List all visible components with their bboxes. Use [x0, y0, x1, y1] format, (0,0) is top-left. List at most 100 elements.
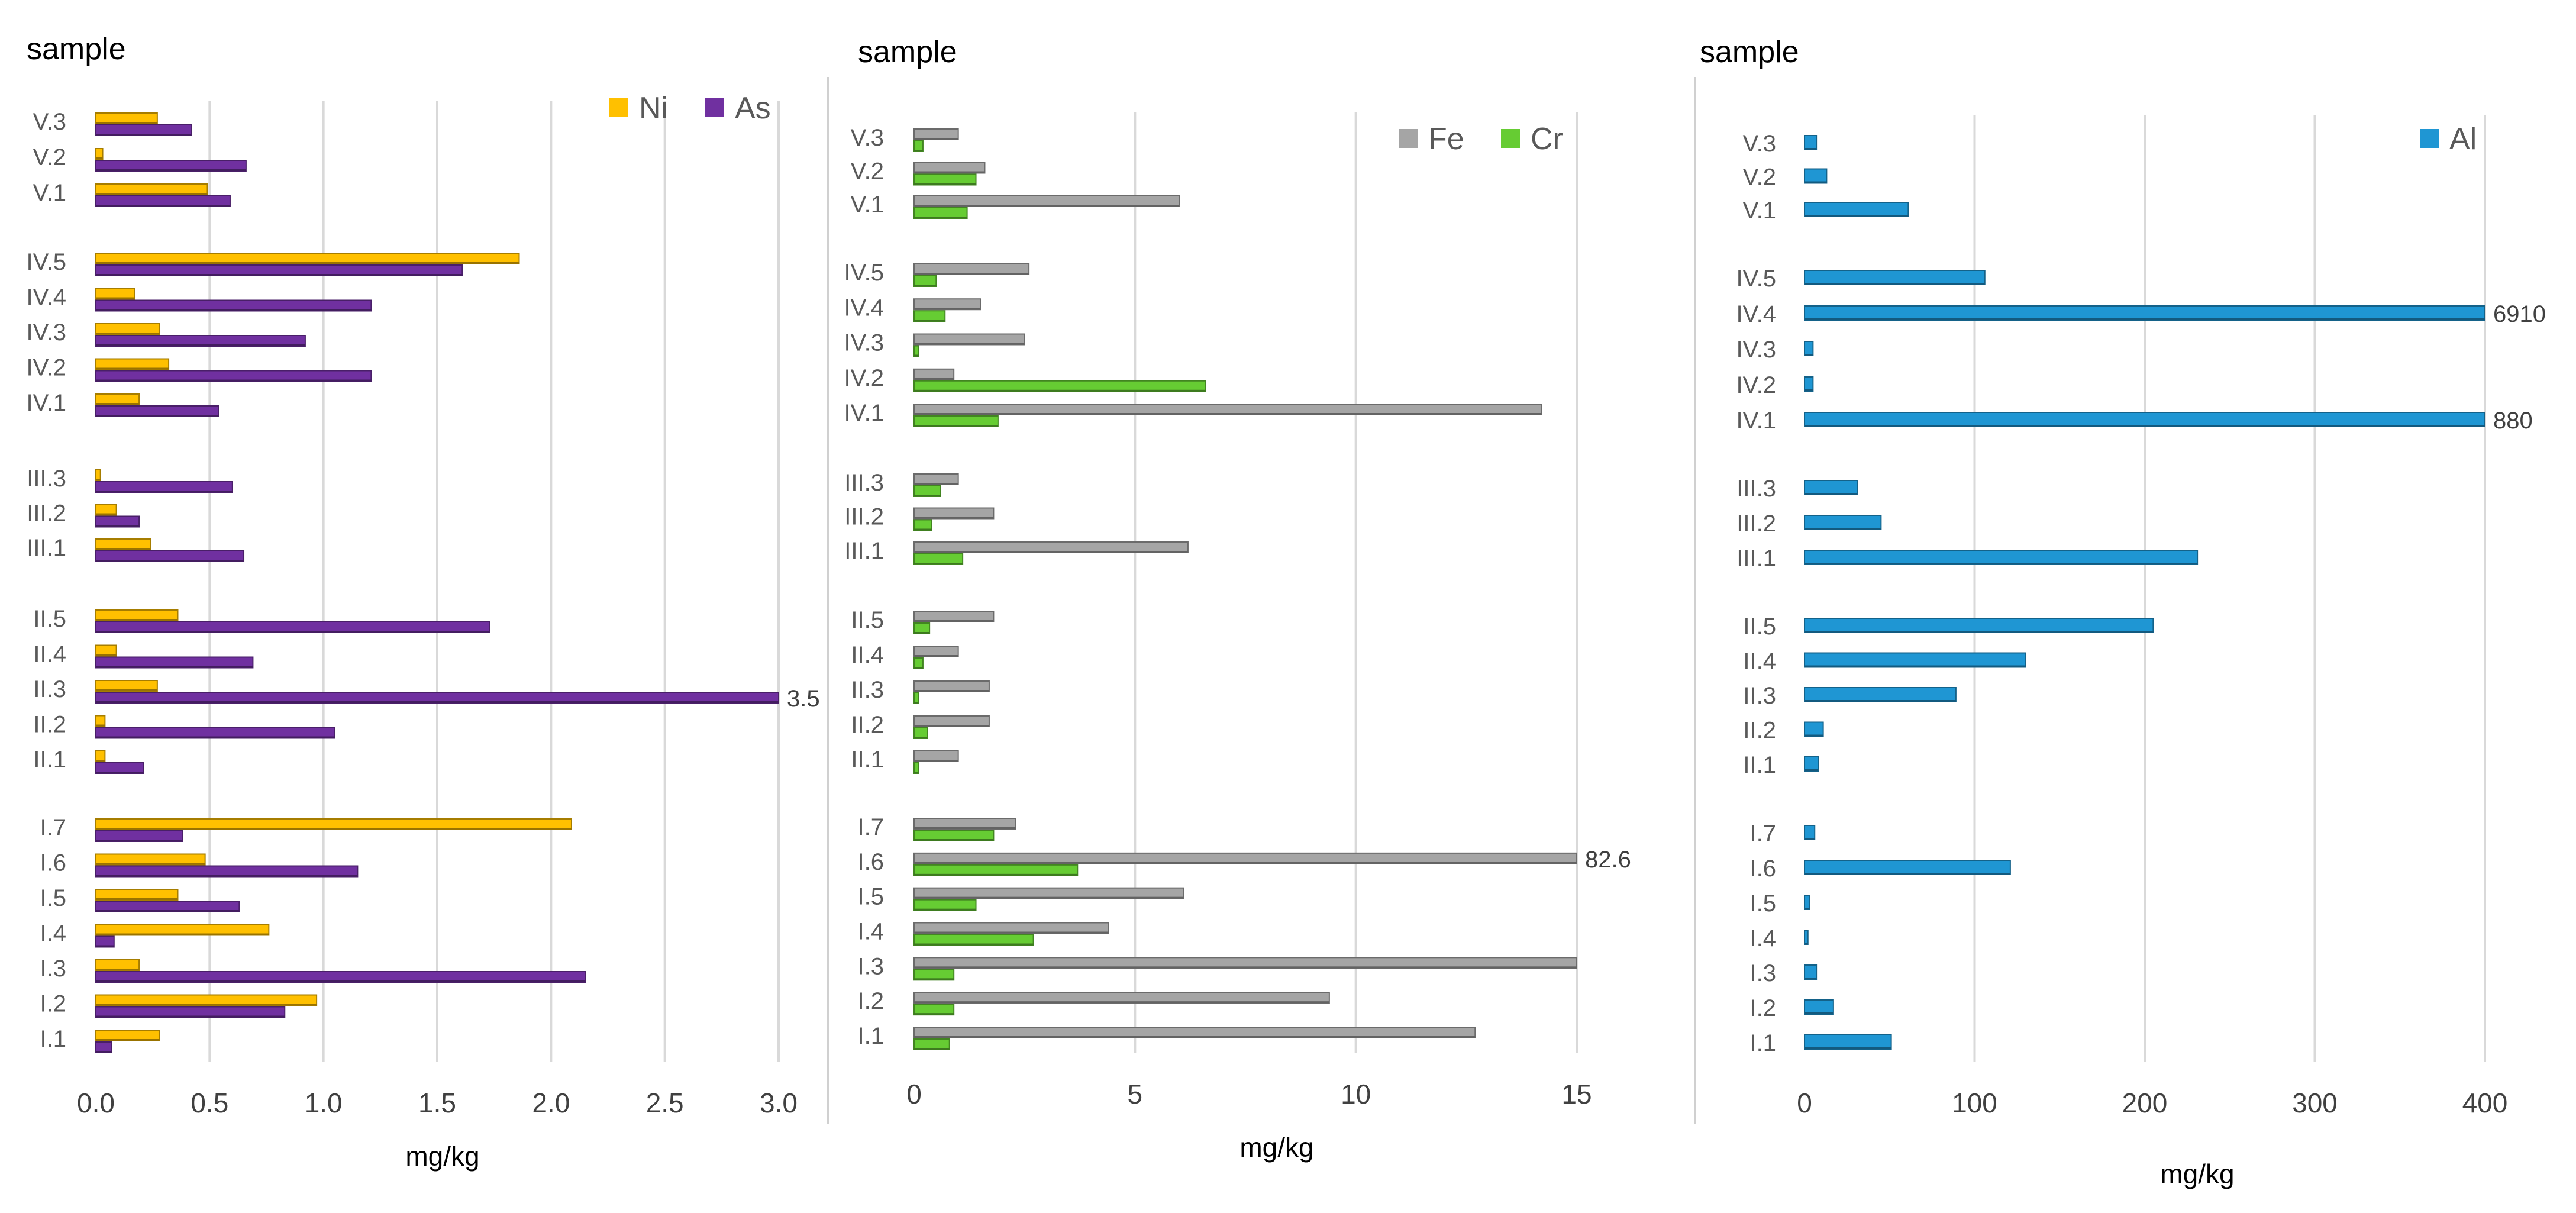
- bar-shadow-ni-v-1: [96, 193, 208, 195]
- bar-shadow-al-ii-3: [1805, 700, 1956, 702]
- category-label: III.1: [844, 538, 884, 564]
- category-label: II.3: [851, 677, 884, 703]
- bar-al-iii-1: [1804, 550, 2199, 565]
- bar-shadow-fe-i-4: [914, 931, 1109, 934]
- bar-shadow-as-v-3: [96, 134, 192, 136]
- category-label: II.1: [33, 747, 66, 773]
- bar-shadow-cr-iii-2: [914, 528, 932, 531]
- bar-shadow-fe-iii-2: [914, 517, 994, 519]
- category-label: IV.1: [844, 400, 884, 426]
- category-label: V.1: [1743, 198, 1776, 224]
- bar-shadow-fe-ii-5: [914, 620, 994, 622]
- category-label: IV.3: [844, 330, 884, 356]
- bar-shadow-ni-iii-3: [96, 479, 101, 480]
- x-tick-label: 0: [1797, 1088, 1812, 1118]
- bar-shadow-fe-i-2: [914, 1001, 1329, 1004]
- category-label: IV.2: [844, 365, 884, 391]
- x-tick-label: 5: [1128, 1079, 1143, 1109]
- bar-shadow-as-ii-2: [96, 736, 335, 738]
- bar-shadow-fe-v-3: [914, 138, 958, 140]
- bar-al-i-1: [1804, 1034, 1892, 1050]
- data-label-iv-1: 880: [2493, 408, 2533, 434]
- bar-al-i-4: [1804, 930, 1809, 945]
- bar-shadow-cr-iii-3: [914, 495, 941, 496]
- category-label: I.4: [1750, 925, 1776, 951]
- category-label: III.3: [1736, 476, 1776, 502]
- category-label: V.3: [1743, 131, 1776, 157]
- bar-shadow-cr-v-2: [914, 183, 976, 185]
- bar-shadow-cr-iii-1: [914, 563, 963, 564]
- bar-shadow-al-ii-4: [1805, 665, 2026, 667]
- category-label: IV.5: [844, 260, 884, 286]
- x-tick-label: 2.5: [646, 1088, 684, 1118]
- chart-panel-ni-as: 0.0 0.5 1.0 1.5 2.0 2.5 3.0 sample mg/kg V.3 V.2 V.…: [27, 32, 820, 1172]
- bar-shadow-fe-iv-2: [914, 378, 954, 380]
- category-label: II.4: [1743, 649, 1776, 675]
- x-tick-label: 15: [1561, 1079, 1592, 1109]
- category-label: I.2: [40, 991, 66, 1017]
- bar-shadow-al-ii-5: [1805, 631, 2154, 633]
- bar-shadow-al-i-5: [1805, 908, 1810, 909]
- bar-al-ii-1: [1804, 756, 1819, 772]
- bar-shadow-al-i-3: [1805, 978, 1817, 979]
- bar-shadow-al-i-6: [1805, 873, 2010, 875]
- x-tick-label: 1.0: [305, 1088, 343, 1118]
- bar-shadow-cr-i-7: [914, 839, 994, 841]
- category-label: III.3: [27, 466, 66, 492]
- bar-shadow-ni-i-6: [96, 863, 205, 865]
- bar-shadow-cr-iv-5: [914, 285, 937, 286]
- bar-al-v-1: [1804, 202, 1909, 217]
- bar-al-ii-3: [1804, 687, 1957, 702]
- data-label-iv-4: 6910: [2493, 301, 2546, 327]
- bar-shadow-as-iv-5: [96, 274, 463, 276]
- category-label: II.2: [1743, 718, 1776, 744]
- category-label: I.4: [858, 919, 884, 945]
- bar-shadow-al-iii-2: [1805, 528, 1881, 530]
- category-label: V.2: [1743, 164, 1776, 191]
- bar-shadow-as-v-1: [96, 205, 230, 207]
- bar-shadow-cr-i-2: [914, 1013, 954, 1015]
- bar-shadow-al-v-2: [1805, 181, 1827, 183]
- bar-shadow-cr-i-3: [914, 978, 954, 980]
- bar-shadow-as-iii-2: [96, 525, 140, 527]
- bar-shadow-al-ii-1: [1805, 769, 1818, 771]
- bar-shadow-ni-i-4: [96, 933, 269, 935]
- y-axis-title: sample: [27, 32, 126, 66]
- bar-shadow-fe-i-6: [914, 862, 1577, 864]
- bar-shadow-cr-v-1: [914, 217, 967, 218]
- category-label: I.5: [1750, 891, 1776, 917]
- bar-shadow-ni-v-3: [96, 122, 157, 124]
- bar-shadow-as-ii-4: [96, 666, 253, 668]
- category-label: II.4: [851, 642, 884, 668]
- bar-shadow-as-ii-5: [96, 631, 490, 633]
- bar-shadow-ni-iv-1: [96, 403, 140, 405]
- data-label-ii-3: 3.5: [787, 686, 820, 712]
- category-label: I.7: [1750, 821, 1776, 847]
- category-label: V.3: [851, 125, 884, 151]
- category-label: IV.5: [27, 249, 66, 275]
- category-label: I.7: [858, 814, 884, 840]
- legend-swatch-ni: [609, 98, 628, 117]
- bar-shadow-al-i-4: [1805, 943, 1808, 944]
- bar-al-iv-3: [1804, 341, 1814, 356]
- bar-al-v-2: [1804, 168, 1828, 184]
- chart-panel-fe-cr: 0 5 10 15 sample mg/kg V.3 V.2 V.1 IV.5 IV.4 IV.3 IV…: [844, 35, 1631, 1163]
- legend-swatch-al: [2420, 129, 2439, 148]
- category-label: II.1: [851, 747, 884, 773]
- category-label: I.5: [40, 885, 66, 911]
- bar-shadow-ni-i-2: [96, 1004, 317, 1006]
- legend-label-as: As: [735, 91, 771, 125]
- category-label: II.5: [1743, 614, 1776, 640]
- bar-shadow-cr-ii-5: [914, 632, 930, 634]
- bar-shadow-fe-i-3: [914, 966, 1577, 969]
- category-label: I.6: [1750, 856, 1776, 882]
- category-label: IV.1: [27, 390, 66, 416]
- category-label: II.2: [851, 712, 884, 738]
- bar-shadow-cr-ii-1: [914, 772, 919, 773]
- bar-shadow-fe-i-1: [914, 1036, 1476, 1038]
- bar-shadow-as-ii-3: [96, 701, 779, 703]
- category-label: III.2: [27, 501, 66, 527]
- bar-shadow-ni-ii-1: [96, 760, 105, 762]
- bar-shadow-ni-iv-3: [96, 333, 160, 334]
- x-tick-label: 3.0: [760, 1088, 798, 1118]
